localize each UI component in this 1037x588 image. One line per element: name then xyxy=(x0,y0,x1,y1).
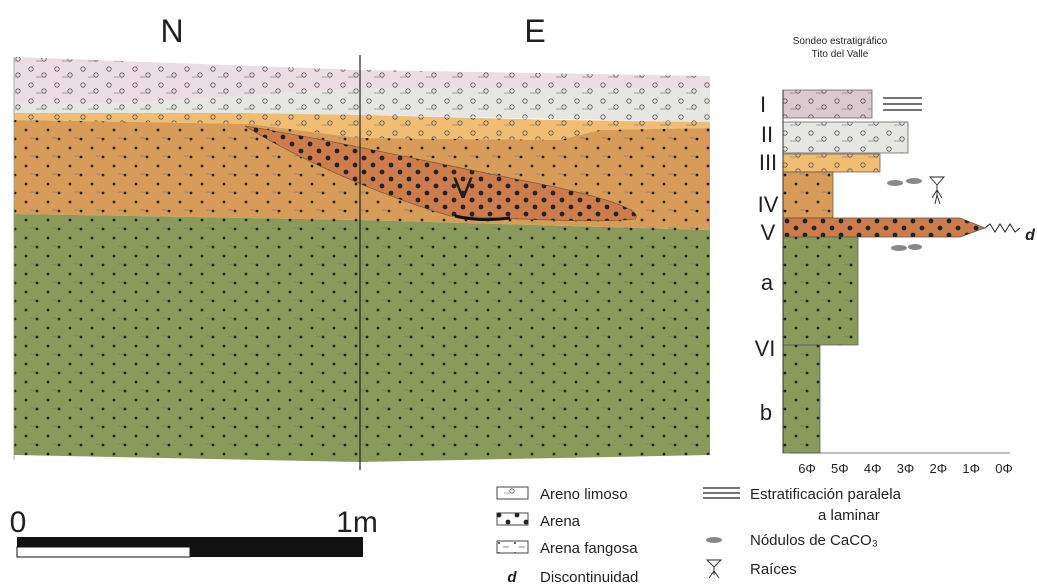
legend-label: Nódulos de CaCO₃ xyxy=(750,532,878,549)
section-label: N xyxy=(160,13,183,49)
section-label: E xyxy=(524,13,545,49)
legend-label: Arena xyxy=(540,513,581,530)
lens-label: V xyxy=(453,172,473,205)
legend: Areno limoso Arena Arena fangosa d Disco… xyxy=(497,486,902,586)
unit-label: V xyxy=(761,220,776,245)
stratigraphy-figure: N E V Sondeo estratigráfico Tito del Val… xyxy=(0,0,1037,588)
cross-section: N E V xyxy=(14,13,710,470)
unit-label: a xyxy=(761,270,774,295)
unit-label: III xyxy=(759,150,777,175)
column: Sondeo estratigráfico Tito del Valle d xyxy=(783,36,1036,453)
axis-label: 1Φ xyxy=(962,461,980,476)
legend-label: Estratificación paralela xyxy=(750,486,902,503)
unit-label: II xyxy=(761,122,773,147)
axis-labels: 6Φ 5Φ 4Φ 3Φ 2Φ 1Φ 0Φ xyxy=(798,461,1013,476)
legend-label: Raíces xyxy=(750,561,797,578)
axis-label: 3Φ xyxy=(897,461,915,476)
axis-label: 2Φ xyxy=(930,461,948,476)
scale-bar: 0 1m xyxy=(10,506,378,557)
axis-label: 6Φ xyxy=(798,461,816,476)
unit-label: I xyxy=(760,92,766,117)
axis-label: 0Φ xyxy=(995,461,1013,476)
unit-label: VI xyxy=(755,336,776,361)
axis-label: 4Φ xyxy=(864,461,882,476)
legend-label: a laminar xyxy=(818,507,880,524)
scale-label: 1m xyxy=(336,506,378,539)
scale-label: 0 xyxy=(10,506,27,539)
legend-label: Areno limoso xyxy=(540,486,628,503)
legend-label: Arena fangosa xyxy=(540,540,638,557)
discontinuity-label: d xyxy=(1025,227,1036,244)
axis-label: 5Φ xyxy=(831,461,849,476)
column-title: Sondeo estratigráfico xyxy=(793,36,888,47)
unit-label: b xyxy=(760,400,772,425)
legend-symbol: d xyxy=(507,569,517,586)
legend-label: Discontinuidad xyxy=(540,569,638,586)
unit-label: IV xyxy=(758,192,779,217)
column-title: Tito del Valle xyxy=(812,49,869,60)
